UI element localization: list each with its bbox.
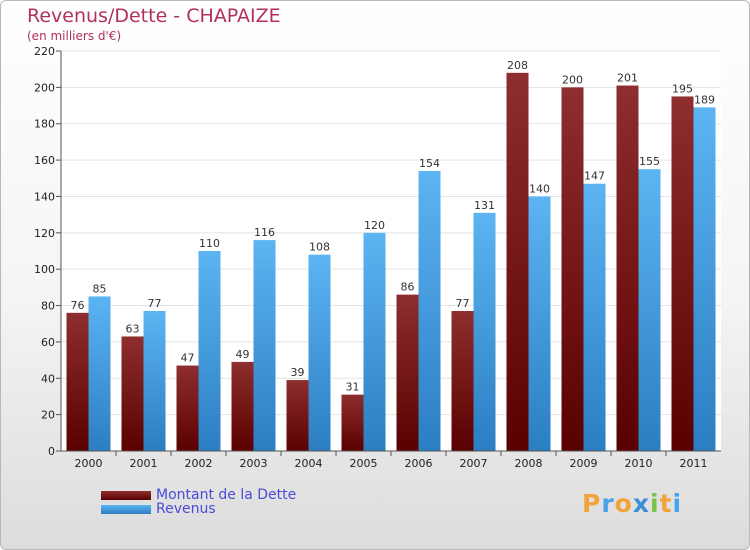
y-tick-label: 120 — [34, 227, 55, 240]
legend-label-revenue: Revenus — [156, 501, 216, 517]
data-label-debt: 86 — [401, 281, 415, 294]
data-label-debt: 47 — [181, 352, 195, 365]
x-tick-label: 2006 — [405, 457, 433, 470]
data-label-revenue: 108 — [309, 241, 330, 254]
y-tick-label: 220 — [34, 45, 55, 58]
legend-swatch-revenue — [101, 504, 151, 514]
bar-debt — [671, 96, 694, 452]
x-tick-label: 2005 — [350, 457, 378, 470]
plot-area — [61, 51, 721, 451]
data-label-debt: 49 — [236, 348, 250, 361]
x-tick-label: 2000 — [75, 457, 103, 470]
data-label-debt: 63 — [126, 322, 140, 335]
bar-debt — [451, 311, 474, 451]
logo-letter: i — [650, 489, 660, 518]
x-tick-label: 2001 — [130, 457, 158, 470]
bar-debt — [616, 85, 639, 451]
data-label-debt: 77 — [456, 297, 470, 310]
legend-label-debt: Montant de la Dette — [156, 487, 297, 503]
data-label-debt: 76 — [71, 299, 85, 312]
bar-revenue — [693, 107, 716, 451]
data-label-revenue: 77 — [148, 297, 162, 310]
data-label-revenue: 131 — [474, 199, 495, 212]
bar-revenue — [253, 240, 276, 451]
bar-debt — [176, 365, 199, 451]
bar-revenue — [198, 251, 221, 451]
bar-revenue — [143, 311, 166, 451]
bar-revenue — [583, 183, 606, 451]
data-label-revenue: 116 — [254, 226, 275, 239]
logo-letter: r — [601, 489, 615, 518]
bar-revenue — [308, 254, 331, 451]
y-tick-label: 20 — [41, 409, 55, 422]
x-tick-label: 2011 — [680, 457, 708, 470]
data-label-revenue: 189 — [694, 93, 715, 106]
y-tick-label: 80 — [41, 300, 55, 313]
y-tick-label: 60 — [41, 336, 55, 349]
legend-item-debt: Montant de la Dette — [101, 487, 296, 503]
legend-item-revenue: Revenus — [101, 501, 216, 517]
bar-debt — [396, 294, 419, 451]
data-label-debt: 195 — [672, 82, 693, 95]
proxiti-logo: Proxiti — [582, 489, 682, 518]
data-label-revenue: 110 — [199, 237, 220, 250]
bar-debt — [231, 361, 254, 451]
data-label-debt: 200 — [562, 73, 583, 86]
chart-title: Revenus/Dette - CHAPAIZE — [27, 5, 281, 27]
data-label-revenue: 120 — [364, 219, 385, 232]
data-label-revenue: 85 — [93, 282, 107, 295]
y-tick-label: 140 — [34, 190, 55, 203]
bar-debt — [561, 87, 584, 451]
x-tick-label: 2007 — [460, 457, 488, 470]
bar-revenue — [88, 296, 111, 451]
logo-letter: x — [632, 489, 650, 518]
x-tick-label: 2004 — [295, 457, 323, 470]
y-tick-label: 100 — [34, 263, 55, 276]
x-tick-label: 2008 — [515, 457, 543, 470]
y-tick-label: 180 — [34, 118, 55, 131]
bar-debt — [506, 72, 529, 452]
bar-debt — [341, 394, 364, 451]
x-tick-label: 2003 — [240, 457, 268, 470]
logo-letter: o — [614, 489, 633, 518]
bar-debt — [286, 380, 309, 451]
bar-debt — [121, 336, 144, 451]
logo-letter: t — [659, 489, 673, 518]
y-tick-label: 200 — [34, 81, 55, 94]
y-tick-label: 160 — [34, 154, 55, 167]
data-label-revenue: 155 — [639, 155, 660, 168]
logo-letter: i — [672, 489, 683, 518]
chart-subtitle: (en milliers d'€) — [27, 29, 122, 43]
bar-revenue — [363, 232, 386, 451]
bar-revenue — [418, 171, 441, 451]
data-label-revenue: 154 — [419, 157, 440, 170]
bar-debt — [66, 312, 89, 451]
x-tick-label: 2002 — [185, 457, 213, 470]
x-tick-label: 2009 — [570, 457, 598, 470]
y-tick-label: 0 — [48, 445, 55, 458]
logo-letter: P — [582, 489, 602, 518]
y-tick-label: 40 — [41, 372, 55, 385]
data-label-revenue: 147 — [584, 170, 605, 183]
data-label-debt: 201 — [617, 72, 638, 85]
data-label-debt: 39 — [291, 366, 305, 379]
bar-revenue — [528, 196, 551, 451]
legend-swatch-debt — [101, 490, 151, 500]
data-label-debt: 31 — [346, 381, 360, 394]
data-label-revenue: 140 — [529, 182, 550, 195]
x-tick-label: 2010 — [625, 457, 653, 470]
bar-revenue — [638, 169, 661, 451]
bar-revenue — [473, 212, 496, 451]
data-label-debt: 208 — [507, 59, 528, 72]
